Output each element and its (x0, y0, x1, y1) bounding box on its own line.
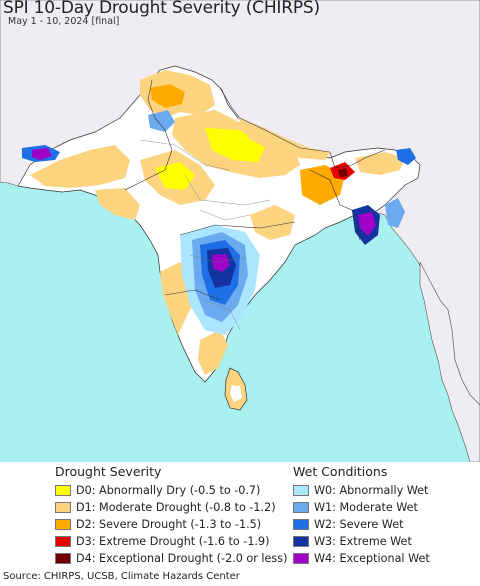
drought-patch-north-yellow (205, 128, 265, 162)
legend-swatch-w0 (293, 485, 309, 496)
drought-patch-odisha (250, 205, 295, 240)
wet-patch-kashmir (148, 110, 175, 132)
legend-swatch-w4 (293, 553, 309, 564)
drought-patch-gujarat (95, 188, 140, 220)
map-subtitle: May 1 - 10, 2024 [final] (8, 16, 120, 27)
land-southeast (419, 261, 480, 462)
legend-swatch-d4 (55, 553, 71, 564)
source-credit: Source: CHIRPS, UCSB, Climate Hazards Ce… (3, 571, 240, 582)
drought-patch-central-yellow (155, 162, 195, 190)
drought-patch-exceptional (338, 168, 348, 177)
legend-label-w3: W3: Extreme Wet (314, 535, 412, 548)
legend-label-d1: D1: Moderate Drought (-0.8 to -1.2) (76, 501, 276, 514)
map-title: SPI 10-Day Drought Severity (CHIRPS) (3, 0, 320, 18)
legend-label-w4: W4: Exceptional Wet (314, 552, 430, 565)
legend-swatch-d2 (55, 519, 71, 530)
wet-patch-deccan-w4 (212, 254, 230, 272)
legend-label-d4: D4: Exceptional Drought (-2.0 or less) (76, 552, 288, 565)
wet-patch-sindh-w4 (32, 148, 52, 160)
wet-patch-myanmar-w1 (385, 198, 405, 228)
legend-label-w1: W1: Moderate Wet (314, 501, 418, 514)
legend: Drought Severity Wet Conditions D0: Abno… (0, 462, 480, 572)
drought-legend-heading: Drought Severity (55, 464, 162, 479)
wet-legend-heading: Wet Conditions (293, 464, 388, 479)
drought-patch-nepal (238, 118, 330, 160)
wet-patch-northeast-w2 (396, 148, 416, 165)
legend-swatch-w2 (293, 519, 309, 530)
drought-patch-punjab (150, 84, 185, 108)
legend-swatch-d1 (55, 502, 71, 513)
admin-boundaries (124, 79, 386, 301)
sri-lanka-dry (230, 385, 242, 402)
drought-map (0, 0, 480, 462)
legend-swatch-d3 (55, 536, 71, 547)
state-boundaries (139, 139, 271, 331)
legend-label-w0: W0: Abnormally Wet (314, 484, 429, 497)
drought-patch-south-east (198, 330, 228, 375)
legend-swatch-w3 (293, 536, 309, 547)
legend-label-d3: D3: Extreme Drought (-1.6 to -1.9) (76, 535, 270, 548)
legend-label-d2: D2: Severe Drought (-1.3 to -1.5) (76, 518, 262, 531)
drought-patch-northeast (355, 152, 405, 175)
legend-swatch-d0 (55, 485, 71, 496)
drought-patch-west (30, 145, 130, 188)
legend-swatch-w1 (293, 502, 309, 513)
legend-label-w2: W2: Severe Wet (314, 518, 404, 531)
wet-patch-bangladesh-w4 (358, 212, 376, 236)
legend-label-d0: D0: Abnormally Dry (-0.5 to -0.7) (76, 484, 261, 497)
